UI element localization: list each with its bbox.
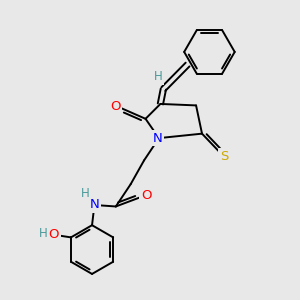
Text: H: H [81, 187, 90, 200]
Text: O: O [141, 189, 152, 202]
Text: O: O [110, 100, 121, 113]
Text: S: S [220, 150, 228, 163]
Text: N: N [153, 132, 162, 145]
Text: H: H [39, 227, 48, 240]
Text: H: H [154, 70, 162, 83]
Text: N: N [89, 199, 99, 212]
Text: O: O [49, 228, 59, 241]
